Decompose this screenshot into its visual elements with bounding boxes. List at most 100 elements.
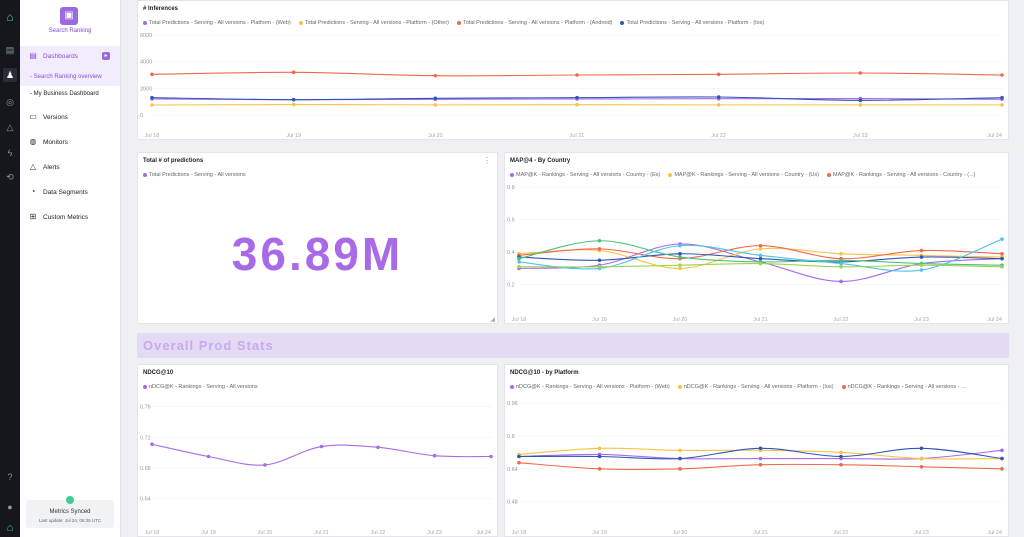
legend-swatch <box>457 20 461 25</box>
data-point <box>839 265 843 269</box>
data-point <box>839 454 843 459</box>
legend-item[interactable]: Total Predictions - Serving - All versio… <box>620 20 764 26</box>
data-point <box>597 454 602 459</box>
legend-item[interactable]: Total Predictions - Serving - All versio… <box>298 20 449 26</box>
section-title: Overall Prod Stats <box>143 338 274 353</box>
x-tick-label: Jul 23 <box>853 133 868 139</box>
projects-icon[interactable]: ♟ <box>3 68 17 82</box>
map-chart: 0.8 0.6 0.4 0.2 Jul 18 Jul 19 Jul 20 Jul 21 Jul … <box>507 185 1004 323</box>
warning-icon[interactable]: △ <box>6 122 14 132</box>
legend-swatch <box>668 172 673 177</box>
x-tick-label: Jul 20 <box>428 133 443 139</box>
data-point <box>1000 251 1004 256</box>
x-tick-label: Jul 18 <box>145 133 160 139</box>
data-point <box>678 456 682 461</box>
y-tick-label: 6000 <box>140 33 152 39</box>
data-point <box>319 444 324 449</box>
x-tick-label: Jul 24 <box>476 530 491 536</box>
data-point <box>758 456 763 461</box>
sidebar-item-label: Versions <box>43 113 68 121</box>
data-point <box>575 73 579 77</box>
refresh-icon[interactable]: ⟲ <box>6 172 14 182</box>
x-tick-label: Jul 21 <box>570 133 585 139</box>
data-point <box>716 72 721 77</box>
more-options-icon[interactable]: ⋮ <box>483 156 491 165</box>
data-point <box>678 448 682 453</box>
legend-item[interactable]: Total Predictions - Serving - All versio… <box>457 20 612 26</box>
data-point <box>291 102 296 107</box>
sidebar-subitem-business[interactable]: - My Business Dashboard <box>30 91 99 97</box>
data-point <box>919 446 924 451</box>
legend-label: nDCG@K - Rankings - Serving - All versio… <box>149 384 258 390</box>
y-tick-label: 0.4 <box>507 250 515 256</box>
resize-handle-icon[interactable]: ◢ <box>490 317 495 323</box>
help-icon[interactable]: ? <box>7 472 13 482</box>
x-tick-label: Jul 20 <box>673 530 688 536</box>
project-name[interactable]: Search Ranking <box>48 28 92 34</box>
y-tick-label: 0.48 <box>507 500 518 506</box>
chart-legend: MAP@K - Rankings - Serving - All version… <box>510 172 1008 178</box>
data-point <box>1000 448 1004 453</box>
legend-item[interactable]: nDCG@K - Rankings - Serving - All versio… <box>677 384 834 390</box>
panel-title: Total # of predictions <box>143 158 204 164</box>
data-point <box>597 446 602 451</box>
data-point <box>291 97 296 102</box>
panel-title: # Inferences <box>143 6 179 12</box>
map-by-country-panel: MAP@4 - By Country MAP@K - Rankings - Se… <box>504 152 1009 324</box>
legend-swatch <box>143 20 147 25</box>
legend-label: nDCG@K - Rankings - Serving - All versio… <box>847 384 966 390</box>
project-icon[interactable]: ▣ <box>60 7 78 25</box>
y-tick-label: 0.8 <box>507 434 515 440</box>
legend-item[interactable]: MAP@K - Rankings - Serving - All version… <box>827 172 976 178</box>
logo-icon[interactable]: ⌂ <box>6 10 14 24</box>
x-tick-label: Jul 18 <box>145 530 160 536</box>
y-tick-label: 4000 <box>140 60 152 66</box>
models-icon[interactable]: ▤ <box>5 45 15 55</box>
x-tick-label: Jul 20 <box>258 530 273 536</box>
bolt-icon[interactable]: ϟ <box>7 148 13 158</box>
x-tick-label: Jul 21 <box>753 530 768 536</box>
status-dot <box>66 496 74 504</box>
data-point <box>432 453 437 458</box>
data-point <box>919 255 924 259</box>
sidebar-item-custom-metrics[interactable]: ⊞ Custom Metrics <box>28 212 89 222</box>
data-point <box>919 248 924 253</box>
legend-label: nDCG@K - Rankings - Serving - All versio… <box>516 384 670 390</box>
legend-item[interactable]: Total Predictions - Serving - All versio… <box>143 20 291 26</box>
legend-label: nDCG@K - Rankings - Serving - All versio… <box>683 384 834 390</box>
x-tick-label: Jul 24 <box>987 317 1002 323</box>
data-point <box>678 263 682 267</box>
sidebar-item-monitors[interactable]: ◍ Monitors <box>28 137 68 147</box>
data-point <box>150 103 154 107</box>
data-point <box>597 247 602 251</box>
data-point <box>758 247 763 251</box>
section-banner: Overall Prod Stats <box>137 333 1009 358</box>
data-point <box>517 260 521 264</box>
data-point <box>517 256 521 261</box>
sidebar-item-data-segments[interactable]: ◔ Data Segments <box>28 187 88 197</box>
legend-item[interactable]: MAP@K - Rankings - Serving - All version… <box>668 172 819 178</box>
alert-triangle-icon: △ <box>29 162 37 171</box>
legend-item[interactable]: nDCG@K - Rankings - Serving - All versio… <box>510 384 670 390</box>
chart-legend: Total Predictions - Serving - All versio… <box>143 20 772 26</box>
legend-item[interactable]: nDCG@K - Rankings - Serving - All versio… <box>841 384 966 390</box>
data-point <box>575 102 579 107</box>
y-tick-label: 0.8 <box>507 185 515 191</box>
sidebar-subitem-search-ranking[interactable]: - Search Ranking overview <box>30 74 102 80</box>
chart-legend: nDCG@K - Rankings - Serving - All versio… <box>143 384 266 390</box>
sidebar-item-alerts[interactable]: △ Alerts <box>28 162 60 172</box>
legend-item[interactable]: MAP@K - Rankings - Serving - All version… <box>510 172 660 178</box>
sidebar-item-dashboards[interactable]: ▤ Dashboards <box>28 51 78 61</box>
sidebar-item-versions[interactable]: ▭ Versions <box>28 112 68 122</box>
y-tick-label: 0.72 <box>140 435 151 441</box>
y-tick-label: 0.64 <box>140 497 151 503</box>
legend-item[interactable]: nDCG@K - Rankings - Serving - All versio… <box>143 384 258 390</box>
user-icon[interactable]: ● <box>7 502 13 512</box>
x-tick-label: Jul 19 <box>286 133 301 139</box>
data-point <box>597 238 602 243</box>
x-tick-label: Jul 18 <box>512 530 527 536</box>
data-point <box>597 467 602 471</box>
add-dashboard-button[interactable]: ▸ <box>102 52 110 60</box>
dashboard-icon[interactable]: ◎ <box>6 97 14 107</box>
data-point <box>758 256 763 261</box>
